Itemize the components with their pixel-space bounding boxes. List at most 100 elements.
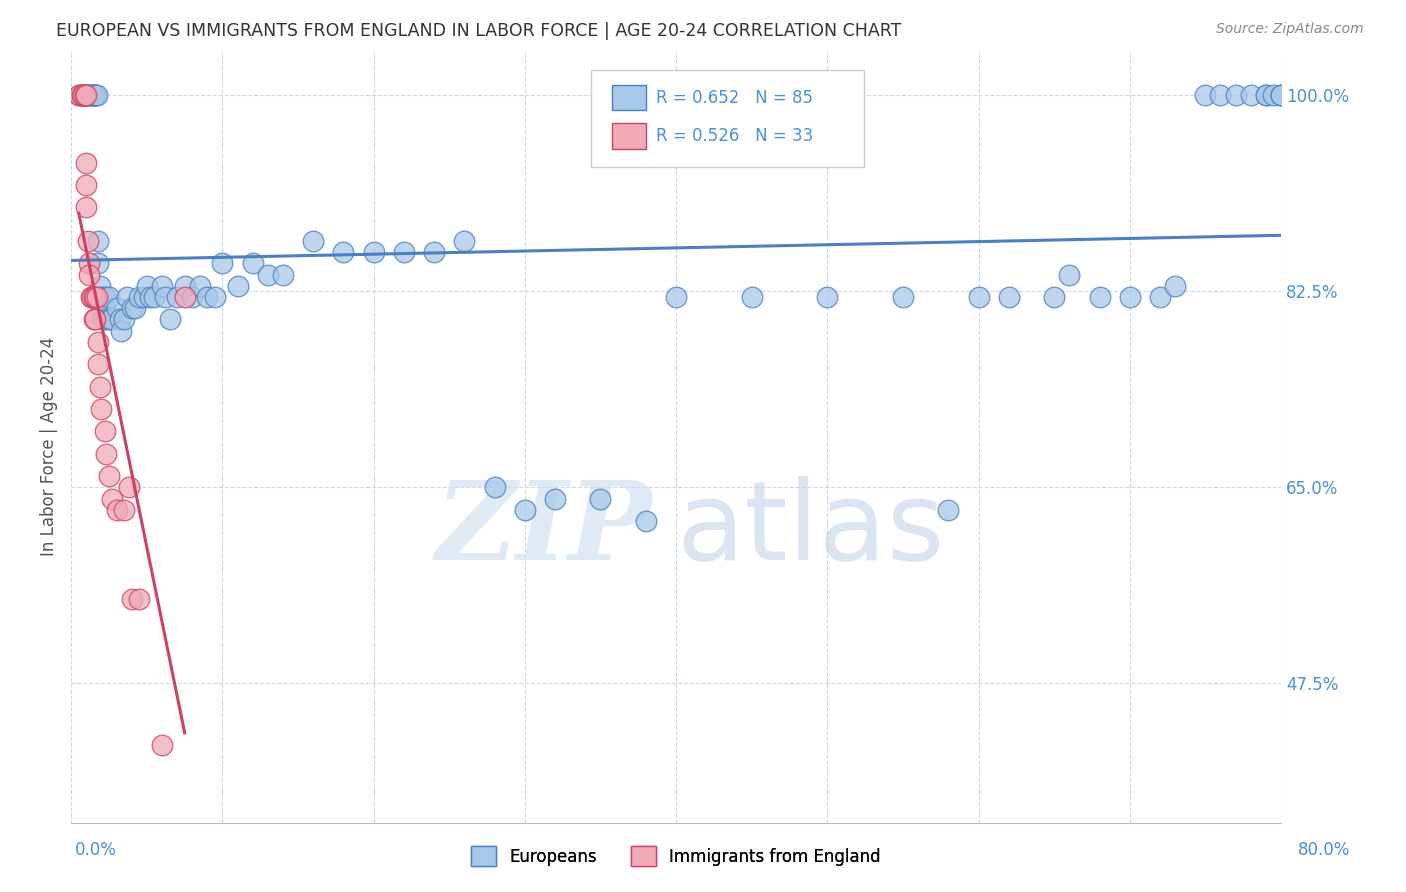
- Point: [83, 88, 105, 103]
- Point: [997, 290, 1019, 304]
- Point: [363, 245, 385, 260]
- Point: [188, 278, 211, 293]
- Point: [332, 245, 354, 260]
- Point: [83, 290, 105, 304]
- Point: [121, 592, 143, 607]
- Point: [967, 290, 990, 304]
- Point: [75, 88, 97, 103]
- Point: [101, 491, 124, 506]
- Point: [1057, 268, 1080, 282]
- Point: [1209, 88, 1232, 103]
- Point: [75, 201, 97, 215]
- Point: [79, 268, 101, 282]
- Point: [94, 312, 117, 326]
- Point: [70, 88, 93, 103]
- Point: [150, 278, 173, 293]
- Point: [1043, 290, 1066, 304]
- Point: [89, 278, 111, 293]
- FancyBboxPatch shape: [612, 85, 645, 111]
- Point: [67, 88, 90, 103]
- Point: [94, 447, 117, 461]
- Point: [302, 234, 325, 248]
- Point: [544, 491, 567, 506]
- Point: [84, 88, 107, 103]
- Point: [105, 301, 128, 316]
- Point: [453, 234, 475, 248]
- FancyBboxPatch shape: [612, 123, 645, 149]
- Point: [1164, 278, 1187, 293]
- Point: [80, 88, 103, 103]
- Point: [115, 290, 138, 304]
- Point: [84, 312, 107, 326]
- Point: [1270, 88, 1292, 103]
- FancyBboxPatch shape: [592, 70, 863, 167]
- Point: [513, 503, 536, 517]
- Point: [1119, 290, 1142, 304]
- Point: [121, 301, 143, 316]
- Point: [91, 312, 114, 326]
- Point: [423, 245, 446, 260]
- Point: [128, 592, 150, 607]
- Point: [83, 88, 105, 103]
- Point: [75, 178, 97, 192]
- Point: [815, 290, 838, 304]
- Point: [72, 88, 94, 103]
- Point: [93, 290, 115, 304]
- Point: [1149, 290, 1171, 304]
- Point: [173, 290, 195, 304]
- Point: [67, 88, 90, 103]
- Point: [98, 290, 121, 304]
- Point: [936, 503, 959, 517]
- Point: [75, 88, 97, 103]
- Point: [112, 503, 135, 517]
- Point: [166, 290, 188, 304]
- Point: [1088, 290, 1111, 304]
- Text: Source: ZipAtlas.com: Source: ZipAtlas.com: [1216, 22, 1364, 37]
- Point: [128, 290, 150, 304]
- Point: [87, 334, 110, 349]
- Point: [98, 469, 121, 483]
- Point: [80, 290, 103, 304]
- Point: [118, 481, 141, 495]
- Point: [242, 256, 264, 270]
- Point: [112, 312, 135, 326]
- Text: In Labor Force | Age 20-24: In Labor Force | Age 20-24: [41, 336, 58, 556]
- Point: [90, 402, 112, 417]
- Point: [72, 88, 94, 103]
- Point: [271, 268, 294, 282]
- Point: [90, 290, 112, 304]
- Point: [87, 234, 110, 248]
- Point: [634, 514, 657, 528]
- Point: [105, 503, 128, 517]
- Point: [84, 88, 107, 103]
- Point: [86, 290, 108, 304]
- Point: [181, 290, 204, 304]
- Point: [100, 312, 122, 326]
- Point: [173, 278, 195, 293]
- Point: [75, 155, 97, 169]
- Point: [153, 290, 176, 304]
- Point: [70, 88, 93, 103]
- Point: [87, 256, 110, 270]
- Point: [79, 88, 101, 103]
- Text: R = 0.526   N = 33: R = 0.526 N = 33: [655, 128, 813, 145]
- Point: [93, 425, 115, 439]
- Text: ZIP: ZIP: [436, 476, 652, 583]
- Point: [90, 301, 112, 316]
- Point: [226, 278, 249, 293]
- Point: [204, 290, 226, 304]
- Text: R = 0.652   N = 85: R = 0.652 N = 85: [655, 89, 813, 107]
- Point: [132, 290, 155, 304]
- Point: [1263, 88, 1285, 103]
- Point: [89, 379, 111, 393]
- Point: [83, 312, 105, 326]
- Point: [891, 290, 914, 304]
- Point: [79, 256, 101, 270]
- Point: [589, 491, 612, 506]
- Point: [87, 357, 110, 371]
- Point: [741, 290, 763, 304]
- Point: [150, 738, 173, 752]
- Text: EUROPEAN VS IMMIGRANTS FROM ENGLAND IN LABOR FORCE | AGE 20-24 CORRELATION CHART: EUROPEAN VS IMMIGRANTS FROM ENGLAND IN L…: [56, 22, 901, 40]
- Point: [86, 88, 108, 103]
- Point: [139, 290, 162, 304]
